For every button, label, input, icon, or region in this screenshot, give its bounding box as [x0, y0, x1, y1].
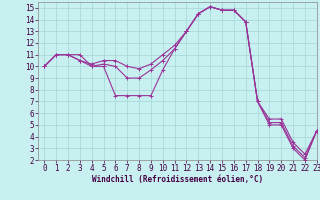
X-axis label: Windchill (Refroidissement éolien,°C): Windchill (Refroidissement éolien,°C): [92, 175, 263, 184]
